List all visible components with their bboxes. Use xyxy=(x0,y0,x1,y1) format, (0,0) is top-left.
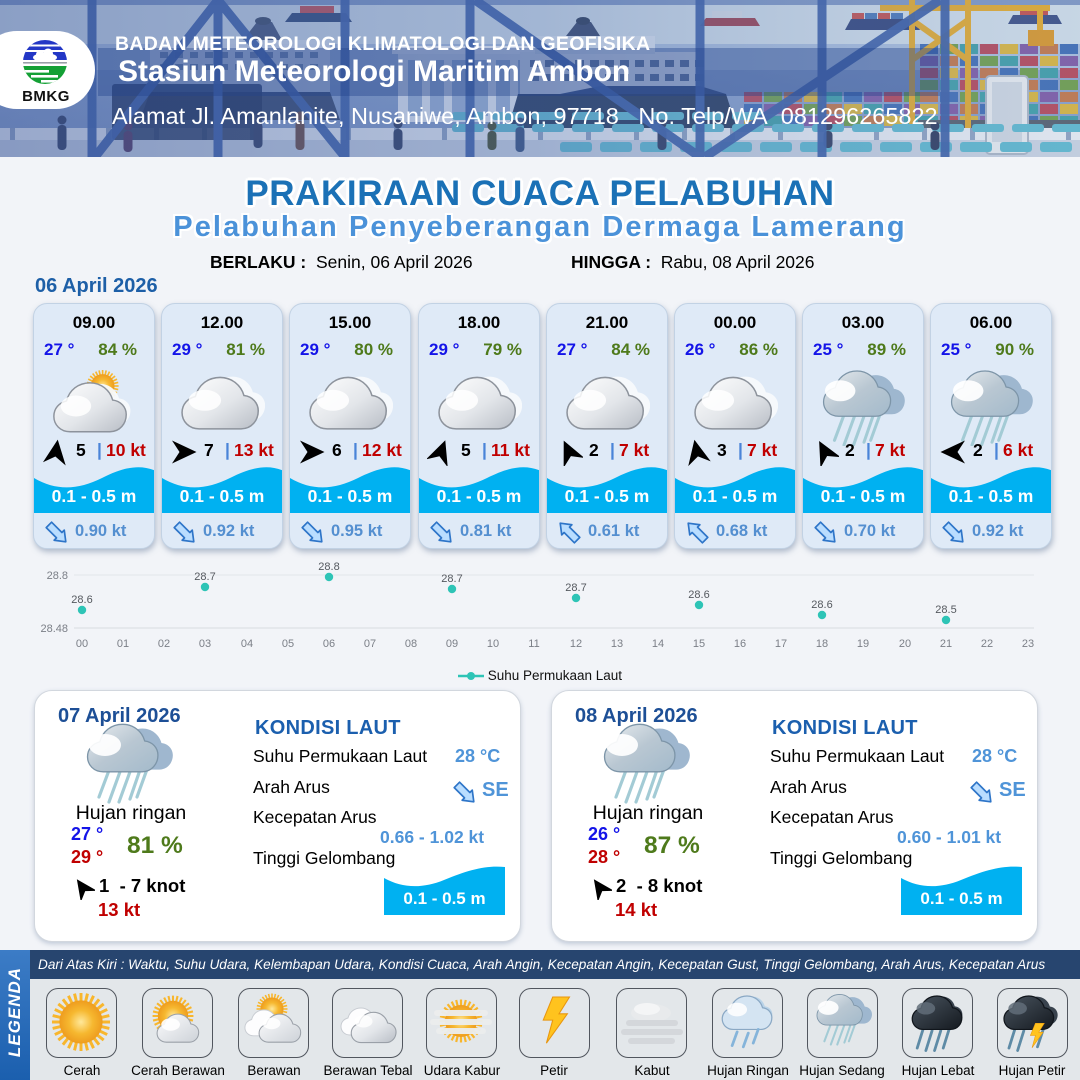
svg-text:01: 01 xyxy=(117,638,129,650)
svg-text:16: 16 xyxy=(734,638,746,650)
svg-text:28.6: 28.6 xyxy=(71,594,92,606)
svg-text:03: 03 xyxy=(199,638,211,650)
svg-text:28.8: 28.8 xyxy=(47,570,68,582)
svg-text:08: 08 xyxy=(405,638,417,650)
svg-text:20: 20 xyxy=(899,638,911,650)
svg-text:02: 02 xyxy=(158,638,170,650)
svg-text:28.48: 28.48 xyxy=(40,623,68,635)
svg-text:15: 15 xyxy=(693,638,705,650)
svg-text:28.8: 28.8 xyxy=(318,561,339,573)
svg-text:07: 07 xyxy=(364,638,376,650)
svg-text:06: 06 xyxy=(323,638,335,650)
svg-text:13: 13 xyxy=(611,638,623,650)
svg-text:19: 19 xyxy=(857,638,869,650)
svg-text:04: 04 xyxy=(241,638,253,650)
svg-text:22: 22 xyxy=(981,638,993,650)
svg-text:21: 21 xyxy=(940,638,952,650)
svg-text:28.5: 28.5 xyxy=(935,604,956,616)
svg-text:11: 11 xyxy=(528,638,539,650)
svg-text:14: 14 xyxy=(652,638,664,650)
svg-text:05: 05 xyxy=(282,638,294,650)
svg-text:17: 17 xyxy=(775,638,787,650)
svg-text:10: 10 xyxy=(487,638,499,650)
svg-text:28.7: 28.7 xyxy=(441,573,462,585)
svg-text:28.7: 28.7 xyxy=(565,582,586,594)
svg-text:09: 09 xyxy=(446,638,458,650)
svg-text:28.7: 28.7 xyxy=(194,571,215,583)
svg-text:18: 18 xyxy=(816,638,828,650)
svg-text:00: 00 xyxy=(76,638,88,650)
svg-text:12: 12 xyxy=(570,638,582,650)
svg-text:28.6: 28.6 xyxy=(811,599,832,611)
svg-text:28.6: 28.6 xyxy=(688,589,709,601)
svg-text:23: 23 xyxy=(1022,638,1034,650)
